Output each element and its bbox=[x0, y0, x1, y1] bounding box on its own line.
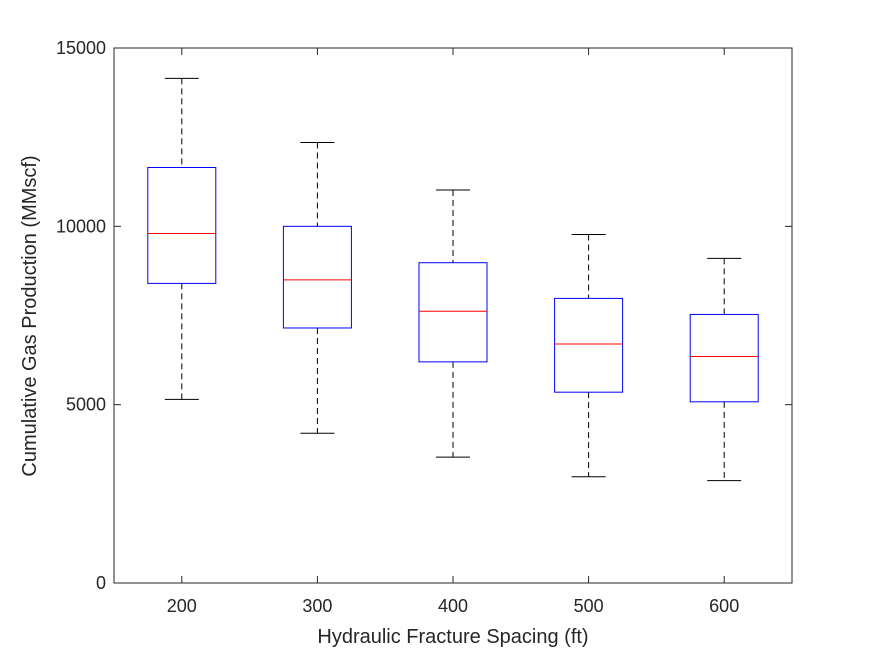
x-tick-label: 500 bbox=[574, 596, 604, 616]
iqr-box bbox=[147, 166, 217, 284]
y-tick-label: 5000 bbox=[66, 395, 106, 415]
iqr-box bbox=[689, 313, 759, 403]
box-500 bbox=[554, 234, 624, 478]
box-200 bbox=[147, 77, 217, 400]
x-tick-label: 600 bbox=[709, 596, 739, 616]
y-tick-label: 15000 bbox=[56, 38, 106, 58]
iqr-box bbox=[554, 297, 624, 393]
x-axis-label: Hydraulic Fracture Spacing (ft) bbox=[317, 626, 588, 648]
box-series bbox=[147, 77, 759, 482]
x-axis-ticks: 200 300 400 500 600 bbox=[167, 48, 739, 616]
y-axis-label: Cumulative Gas Production (MMscf) bbox=[19, 155, 41, 476]
y-tick-label: 10000 bbox=[56, 216, 106, 236]
y-axis-ticks: 0 5000 10000 15000 bbox=[56, 38, 792, 593]
box-300 bbox=[282, 142, 352, 434]
x-tick-label: 300 bbox=[302, 596, 332, 616]
x-tick-label: 400 bbox=[438, 596, 468, 616]
box-600 bbox=[689, 257, 759, 482]
y-tick-label: 0 bbox=[96, 573, 106, 593]
box-400 bbox=[418, 189, 488, 458]
iqr-box bbox=[282, 225, 352, 329]
x-tick-label: 200 bbox=[167, 596, 197, 616]
iqr-box bbox=[418, 262, 488, 363]
